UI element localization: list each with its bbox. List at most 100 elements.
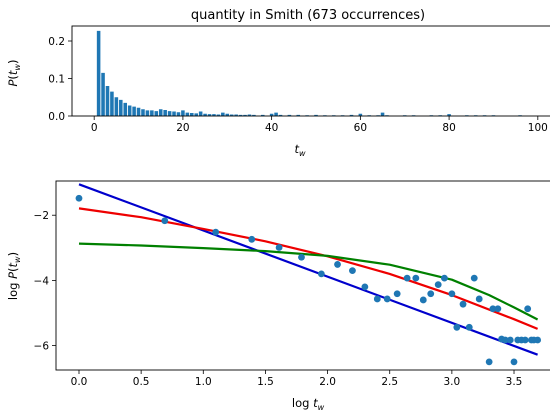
loglog-x-label: log tw: [292, 396, 325, 412]
chart-title: quantity in Smith (673 occurrences): [191, 8, 425, 23]
x-tick-label: 0.0: [71, 376, 88, 388]
histogram-bar: [207, 114, 212, 116]
histogram-panel: quantity in Smith (673 occurrences) 0 20 4…: [6, 8, 550, 158]
x-tick-label: 3.0: [444, 376, 461, 388]
histogram-bar: [158, 109, 163, 116]
histogram-bar: [243, 114, 247, 116]
scatter-point: [465, 323, 473, 331]
scatter-point: [489, 305, 497, 313]
histogram-bar: [247, 114, 252, 116]
histogram-frame: [71, 25, 550, 117]
histogram-bar: [185, 112, 190, 116]
histogram-bar: [114, 97, 119, 116]
scatter-point: [383, 295, 391, 303]
histogram-bar: [349, 114, 354, 116]
histogram-bar: [252, 114, 256, 116]
histogram-bar: [132, 106, 136, 116]
loglog-frame: [55, 180, 550, 371]
x-tick-label: 1.0: [195, 376, 212, 388]
scatter-point: [501, 336, 509, 344]
histogram-bar: [172, 111, 176, 116]
y-tick-label: −6: [34, 341, 50, 353]
histogram-bar: [181, 110, 185, 116]
histogram-bar: [287, 114, 292, 116]
y-tick-label: 0.1: [48, 74, 65, 86]
histogram-bar: [225, 113, 230, 116]
x-tick-label: 0: [91, 122, 98, 134]
scatter-point: [524, 305, 532, 313]
histogram-bar: [154, 111, 159, 116]
histogram-x-label: tw: [294, 142, 306, 158]
y-tick-label: −2: [34, 210, 49, 222]
loglog-x-ticks: 0.0 0.5 1.0 1.5 2.0 2.5 3.0 3.5: [71, 370, 523, 388]
histogram-bar: [167, 111, 172, 116]
histogram-bar: [110, 91, 114, 116]
scatter-point: [441, 274, 448, 282]
loglog-panel: 0.0 0.5 1.0 1.5 2.0 2.5 3.0 3.5 −6 −4 −2 log P(tw…: [6, 180, 550, 412]
scatter-points: [75, 194, 542, 366]
histogram-bar: [190, 113, 194, 116]
loglog-y-ticks: −6 −4 −2: [34, 210, 56, 353]
histogram-bar: [101, 72, 105, 116]
histogram-bar: [176, 112, 181, 116]
histogram-bar: [96, 30, 101, 116]
scatter-point: [403, 274, 411, 282]
y-tick-label: 0.2: [48, 36, 65, 48]
scatter-point: [373, 295, 381, 303]
scatter-point: [212, 228, 220, 236]
scatter-point: [361, 283, 369, 291]
scatter-point: [248, 235, 256, 243]
scatter-point: [510, 358, 518, 366]
scatter-point: [534, 336, 542, 344]
scatter-point: [349, 267, 356, 275]
histogram-bar: [447, 114, 451, 116]
histogram-y-label: P(tw): [6, 60, 22, 87]
histogram-bar: [278, 114, 283, 116]
histogram-bar: [229, 114, 234, 116]
scatter-point: [75, 194, 83, 202]
fit-line: [78, 242, 539, 321]
histogram-bar: [296, 114, 301, 116]
scatter-point: [485, 358, 493, 366]
scatter-point: [298, 253, 305, 261]
histogram-bar: [212, 114, 216, 116]
scatter-point: [275, 244, 283, 251]
y-tick-label: 0.0: [48, 111, 65, 123]
scatter-point: [412, 274, 420, 282]
histogram-bar: [260, 114, 265, 116]
histogram-bar: [163, 110, 167, 116]
scatter-point: [434, 281, 442, 289]
histogram-bar: [269, 113, 274, 116]
x-tick-label: 3.5: [506, 376, 523, 388]
scatter-point: [453, 323, 461, 331]
scatter-point: [334, 261, 341, 268]
fit-line: [78, 183, 538, 356]
x-tick-label: 2.5: [381, 376, 398, 388]
histogram-bar: [198, 111, 203, 116]
histogram-y-ticks: 0.0 0.1 0.2: [48, 36, 72, 123]
histogram-bar: [123, 102, 128, 116]
histogram-bar: [141, 109, 145, 116]
x-tick-label: 40: [265, 122, 278, 134]
scatter-point: [521, 336, 529, 344]
scatter-point: [317, 270, 325, 278]
x-tick-label: 80: [442, 122, 455, 134]
histogram-bar: [203, 113, 207, 116]
histogram-bar: [194, 113, 198, 116]
histogram-bar: [314, 114, 318, 116]
histogram-bar: [150, 110, 154, 116]
scatter-point: [459, 300, 467, 308]
histogram-bar: [274, 112, 278, 116]
histogram-bar: [119, 99, 123, 116]
x-tick-label: 0.5: [133, 376, 150, 388]
scatter-point: [494, 305, 502, 313]
histogram-bar: [136, 107, 141, 116]
x-tick-label: 60: [354, 122, 367, 134]
histogram-bar: [380, 112, 385, 116]
histogram-bar: [234, 114, 238, 116]
histogram-bar: [105, 86, 110, 116]
x-tick-label: 100: [528, 122, 548, 134]
scatter-point: [506, 336, 514, 344]
histogram-bar: [221, 112, 225, 116]
x-tick-label: 20: [176, 122, 189, 134]
